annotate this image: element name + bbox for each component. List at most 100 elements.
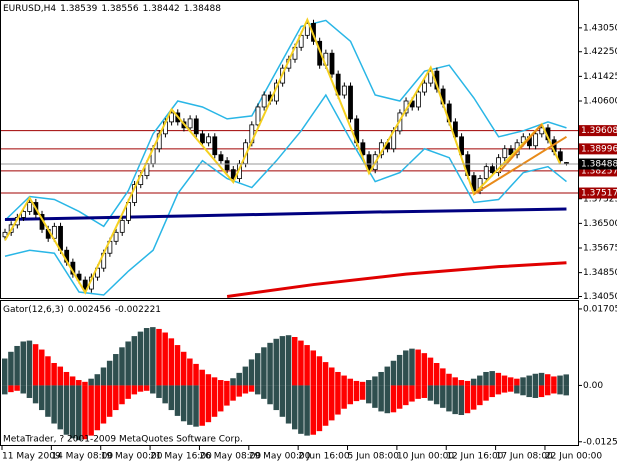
symbol: EURUSD,H4 (3, 4, 56, 14)
gator-upper-value: 0.002456 (68, 305, 111, 315)
gator-bar (26, 340, 33, 386)
moving-average (4, 207, 567, 221)
gator-bar (279, 385, 286, 417)
current-price-label: 1.38488 (581, 160, 617, 170)
candle-body (212, 136, 218, 156)
gator-bar (199, 369, 205, 386)
gator-bar (51, 385, 57, 424)
level-label-box (579, 143, 617, 155)
gator-bar (57, 366, 64, 386)
gator-bar (464, 385, 471, 414)
gator-bar (298, 340, 304, 386)
candle-body (224, 160, 230, 171)
gator-bar (100, 385, 107, 424)
x-tick-label: 2 Jun 16:00 (298, 452, 350, 462)
gator-bar (63, 385, 70, 435)
gator-bar (254, 385, 261, 395)
trendline (497, 123, 543, 174)
gator-bar (150, 327, 156, 386)
gator-bar (125, 341, 131, 386)
level-label-box (579, 165, 617, 177)
gator-bar (378, 371, 384, 386)
gator-bar (32, 344, 39, 386)
gator-bar (242, 385, 249, 394)
candle-body (471, 175, 477, 191)
candle-body (206, 136, 212, 144)
gator-bar (88, 378, 94, 386)
gator-bar (446, 373, 452, 386)
gator-bar (452, 377, 458, 386)
gator-bar (347, 385, 354, 405)
gator-bar (137, 331, 144, 386)
gator-bar (291, 385, 298, 430)
gator-title: Gator(12,6,3) (3, 305, 64, 315)
candle-body (169, 112, 174, 123)
gator-bar (51, 363, 57, 386)
gator-bar (119, 385, 125, 405)
gator-bar (45, 385, 51, 417)
gator-bar (495, 372, 502, 386)
gator-bar (82, 381, 88, 386)
candle-body (490, 166, 495, 174)
gator-lower-value: -0.002221 (115, 305, 161, 315)
level-label: 1.39608 (581, 126, 617, 136)
gator-bar (119, 347, 125, 386)
gator-bar (8, 351, 14, 386)
gator-bar (347, 378, 354, 386)
gator-bar (100, 367, 107, 386)
gator-bar (433, 363, 440, 386)
gator-bar (384, 385, 391, 414)
y-tick-label: 1.40600 (583, 96, 617, 106)
gator-bar (489, 385, 495, 398)
gator-bar (341, 375, 347, 386)
candle-body (483, 166, 489, 180)
gator-header: Gator(12,6,3) 0.002456 -0.002221 (3, 305, 161, 315)
gator-bar (224, 380, 230, 386)
gator-bar (470, 378, 477, 386)
x-tick-label: 10 Jun 00:00 (397, 452, 454, 462)
gator-bar (193, 363, 199, 386)
gator-bar (557, 375, 563, 386)
x-tick-label: 12 Jun 16:00 (446, 452, 503, 462)
gator-bar (322, 385, 329, 426)
gator-bar (69, 385, 76, 439)
level-label: 1.37517 (581, 189, 617, 199)
gator-bar (156, 328, 162, 386)
gator-bar (329, 367, 335, 386)
gator-bar (57, 385, 64, 430)
gator-bar (415, 385, 421, 399)
x-tick-label: 19 May 00:00 (101, 452, 163, 462)
gator-bar (76, 380, 82, 386)
open-value: 1.38539 (60, 4, 97, 14)
candle-body (502, 148, 508, 159)
gator-bar (415, 349, 421, 386)
gator-bar (384, 366, 391, 386)
gator-bar (69, 376, 76, 386)
gator-bar (452, 385, 458, 415)
gator-bar (261, 347, 267, 386)
x-tick-label: 11 May 2009 (2, 452, 61, 462)
candle-body (459, 136, 464, 156)
gator-bar (310, 350, 316, 386)
low-value: 1.38442 (143, 4, 180, 14)
gator-bar (421, 385, 428, 398)
gator-bar (217, 385, 224, 412)
gator-bar (458, 385, 465, 416)
x-tick-label: 14 May 08:00 (51, 452, 113, 462)
gator-bar (285, 385, 292, 424)
gator-bar (446, 385, 452, 412)
x-tick-label: 21 May 16:00 (150, 452, 212, 462)
chart-header: EURUSD,H4 1.38539 1.38556 1.38442 1.38488 (3, 4, 221, 14)
moving-average (226, 261, 567, 298)
gator-bar (143, 385, 150, 391)
candle-body (2, 231, 8, 238)
gator-bar (366, 380, 372, 386)
close-value: 1.38488 (184, 4, 221, 14)
gator-bar (174, 345, 181, 386)
candle-body (21, 211, 26, 218)
gator-bar (82, 385, 88, 440)
candle-body (113, 231, 119, 242)
candle-body (428, 70, 434, 84)
trendline (473, 135, 567, 195)
candle-body (360, 142, 366, 156)
